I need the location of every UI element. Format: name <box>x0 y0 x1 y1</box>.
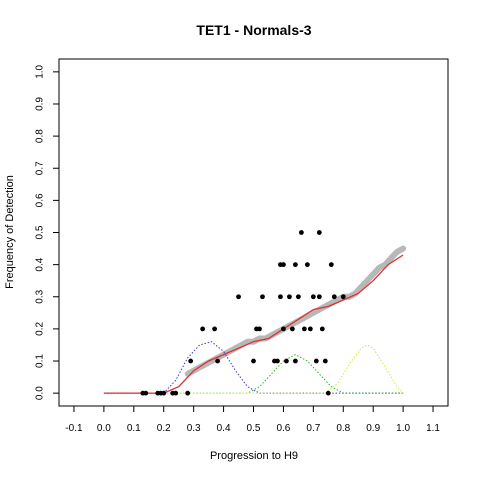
x-tick-label: 0.0 <box>97 423 111 434</box>
y-tick-label: 0.9 <box>35 97 46 111</box>
data-point <box>310 294 316 300</box>
data-point <box>340 294 346 300</box>
data-point <box>322 358 328 364</box>
x-tick-label: 1.0 <box>396 423 410 434</box>
x-axis-label: Progression to H9 <box>210 450 298 462</box>
data-point <box>251 358 256 364</box>
y-tick-label: 0.7 <box>35 161 46 175</box>
data-point <box>275 358 280 364</box>
data-point <box>188 358 194 364</box>
plot-area <box>103 230 407 396</box>
x-tick-label: 0.1 <box>127 423 141 434</box>
data-point <box>319 326 325 332</box>
data-point <box>200 326 206 332</box>
component-curve <box>103 344 404 394</box>
data-point <box>161 390 167 396</box>
data-point <box>257 326 262 332</box>
data-point <box>307 326 313 332</box>
data-point <box>325 390 331 396</box>
chart-title: TET1 - Normals-3 <box>196 22 311 38</box>
data-point <box>304 262 310 268</box>
x-tick-label: 0.9 <box>366 423 380 434</box>
x-tick-label: 0.3 <box>187 423 201 434</box>
data-point <box>215 358 220 364</box>
data-point <box>281 326 286 332</box>
y-tick-label: 0.8 <box>35 129 46 143</box>
data-point <box>313 358 319 364</box>
fit-curve-line <box>103 254 404 394</box>
y-tick-label: 0.4 <box>35 257 46 271</box>
x-axis: -0.1 0.0 0.1 0.2 0.3 0.4 0.5 0.6 0.7 0.8 0.9 1.0 1.1 <box>65 406 440 434</box>
data-point <box>295 294 301 300</box>
data-point <box>316 294 322 300</box>
y-tick-label: 0.6 <box>35 193 46 207</box>
component-curve <box>103 354 404 394</box>
component-curve <box>103 341 404 394</box>
data-point <box>284 358 289 364</box>
x-tick-label: 0.5 <box>247 423 261 434</box>
data-point <box>290 326 295 332</box>
x-tick-label: 0.7 <box>306 423 320 434</box>
x-tick-label: 0.2 <box>157 423 171 434</box>
y-tick-label: 0.1 <box>35 354 46 368</box>
data-point <box>316 230 322 235</box>
y-axis-label: Frequency of Detection <box>4 175 16 289</box>
x-tick-label: 1.1 <box>426 423 440 434</box>
data-point <box>301 326 307 332</box>
data-point <box>143 390 149 396</box>
data-point <box>292 262 298 268</box>
x-tick-label: 0.4 <box>217 423 231 434</box>
data-point <box>212 326 218 332</box>
data-point <box>236 294 241 300</box>
data-point <box>260 294 265 300</box>
data-point <box>328 262 334 268</box>
data-point <box>287 294 292 300</box>
x-tick-label: 0.6 <box>276 423 290 434</box>
plot-frame <box>58 58 449 407</box>
x-tick-label: -0.1 <box>65 423 83 434</box>
y-tick-label: 0.2 <box>35 322 46 336</box>
y-axis: 0.0 0.1 0.2 0.3 0.4 0.5 0.6 0.7 0.8 0.9 1.0 <box>35 64 59 400</box>
y-tick-label: 0.0 <box>35 386 46 400</box>
data-point <box>278 294 283 300</box>
data-point <box>281 262 286 268</box>
y-tick-label: 0.5 <box>35 225 46 239</box>
x-tick-label: 0.8 <box>336 423 350 434</box>
data-point <box>292 358 298 364</box>
data-point <box>173 390 179 396</box>
data-point <box>331 294 337 300</box>
data-point <box>185 390 191 396</box>
y-tick-label: 1.0 <box>35 64 46 78</box>
y-tick-label: 0.3 <box>35 289 46 303</box>
data-point <box>298 230 304 235</box>
